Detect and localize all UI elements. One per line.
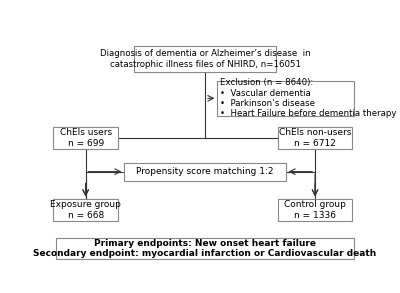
FancyBboxPatch shape [134, 46, 276, 72]
FancyBboxPatch shape [218, 81, 354, 116]
Text: ChEIs non-users
n = 6712: ChEIs non-users n = 6712 [279, 128, 351, 147]
Text: Primary endpoints: New onset heart failure
Secondary endpoint: myocardial infarc: Primary endpoints: New onset heart failu… [33, 239, 377, 258]
FancyBboxPatch shape [278, 199, 352, 221]
Text: Diagnosis of dementia or Alzheimer’s disease  in
catastrophic illness files of N: Diagnosis of dementia or Alzheimer’s dis… [100, 49, 310, 69]
Text: Exclusion (n = 8640):
•  Vascular dementia
•  Parkinson’s disease
•  Heart Failu: Exclusion (n = 8640): • Vascular dementi… [220, 78, 397, 118]
Text: Exposure group
n = 668: Exposure group n = 668 [50, 200, 121, 220]
Text: Propensity score matching 1:2: Propensity score matching 1:2 [136, 167, 274, 176]
FancyBboxPatch shape [53, 127, 118, 149]
FancyBboxPatch shape [56, 238, 354, 258]
Text: Control group
n = 1336: Control group n = 1336 [284, 200, 346, 220]
FancyBboxPatch shape [53, 199, 118, 221]
FancyBboxPatch shape [124, 163, 286, 181]
Text: ChEIs users
n = 699: ChEIs users n = 699 [60, 128, 112, 147]
FancyBboxPatch shape [278, 127, 352, 149]
